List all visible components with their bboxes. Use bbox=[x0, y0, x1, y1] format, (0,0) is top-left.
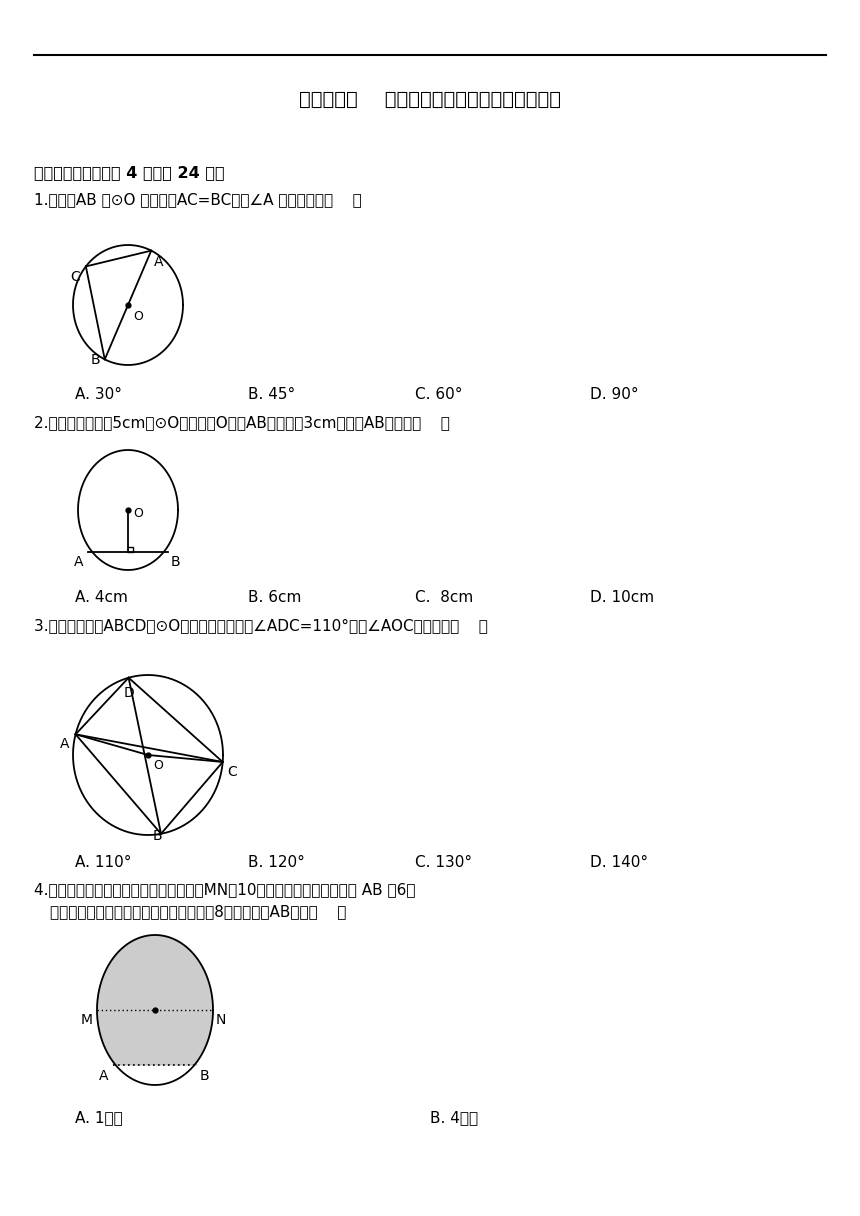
Text: B. 6cm: B. 6cm bbox=[248, 590, 301, 606]
Text: 3.如图，四边形ABCD是⊙O的内接四边形，若∠ADC=110°，则∠AOC的度数为（    ）: 3.如图，四边形ABCD是⊙O的内接四边形，若∠ADC=110°，则∠AOC的度… bbox=[34, 618, 488, 634]
Text: B. 45°: B. 45° bbox=[248, 387, 295, 402]
Polygon shape bbox=[97, 935, 213, 1065]
Text: C.  8cm: C. 8cm bbox=[415, 590, 473, 606]
Text: A. 30°: A. 30° bbox=[75, 387, 122, 402]
Text: D. 10cm: D. 10cm bbox=[590, 590, 654, 606]
Text: N: N bbox=[216, 1013, 226, 1028]
Text: D. 140°: D. 140° bbox=[590, 855, 648, 869]
Text: 1.如图，AB 是⊙O 的直径，AC=BC，则∠A 的度数等于（    ）: 1.如图，AB 是⊙O 的直径，AC=BC，则∠A 的度数等于（ ） bbox=[34, 192, 362, 207]
Text: 2.如图，在半径为5cm的⊙O中，圆心O到弦AB的距离为3cm，则弦AB的长是（    ）: 2.如图，在半径为5cm的⊙O中，圆心O到弦AB的距离为3cm，则弦AB的长是（… bbox=[34, 415, 450, 430]
Text: B: B bbox=[91, 354, 101, 367]
Text: B. 120°: B. 120° bbox=[248, 855, 305, 869]
Text: O: O bbox=[153, 759, 163, 772]
Text: O: O bbox=[133, 507, 143, 520]
Text: M: M bbox=[81, 1013, 93, 1028]
Text: B: B bbox=[152, 829, 162, 843]
Text: A. 110°: A. 110° bbox=[75, 855, 132, 869]
Text: B. 4分米: B. 4分米 bbox=[430, 1110, 478, 1125]
Text: A: A bbox=[154, 254, 163, 269]
Text: C: C bbox=[70, 270, 80, 285]
Text: A. 1分米: A. 1分米 bbox=[75, 1110, 123, 1125]
Text: C: C bbox=[228, 765, 237, 779]
Text: A. 4cm: A. 4cm bbox=[75, 590, 128, 606]
Text: 米，如果再注入一些油后，当油面宽变为8分米，油面AB上升（    ）: 米，如果再注入一些油后，当油面宽变为8分米，油面AB上升（ ） bbox=[50, 903, 347, 919]
Text: 第二十七章    《圆与正多边形》（基础测试卷）: 第二十七章 《圆与正多边形》（基础测试卷） bbox=[299, 90, 561, 109]
Text: 4.在圆柱形油槽内装有一些油，油槽直径MN为10分米。截面如图，油面宽 AB 为6分: 4.在圆柱形油槽内装有一些油，油槽直径MN为10分米。截面如图，油面宽 AB 为… bbox=[34, 882, 415, 897]
Text: D: D bbox=[123, 686, 134, 699]
Text: C. 130°: C. 130° bbox=[415, 855, 472, 869]
Text: A: A bbox=[74, 554, 83, 569]
Text: A: A bbox=[59, 737, 69, 751]
Text: D. 90°: D. 90° bbox=[590, 387, 639, 402]
Text: O: O bbox=[133, 310, 143, 323]
Text: C. 60°: C. 60° bbox=[415, 387, 463, 402]
Text: B: B bbox=[171, 554, 181, 569]
Text: A: A bbox=[99, 1069, 108, 1083]
Text: 一、选择题（每小题 4 分，共 24 分）: 一、选择题（每小题 4 分，共 24 分） bbox=[34, 165, 224, 180]
Text: B: B bbox=[200, 1069, 210, 1083]
